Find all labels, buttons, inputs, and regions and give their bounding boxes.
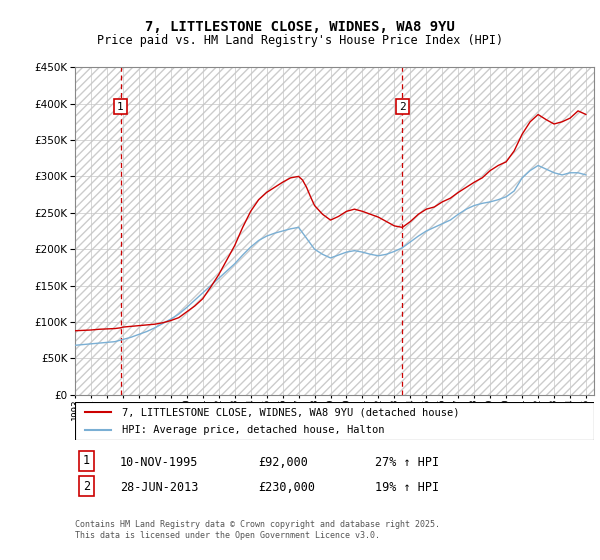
Text: 27% ↑ HPI: 27% ↑ HPI	[375, 455, 439, 469]
Text: 19% ↑ HPI: 19% ↑ HPI	[375, 480, 439, 494]
Text: 7, LITTLESTONE CLOSE, WIDNES, WA8 9YU (detached house): 7, LITTLESTONE CLOSE, WIDNES, WA8 9YU (d…	[122, 407, 459, 417]
Text: £230,000: £230,000	[258, 480, 315, 494]
Text: 7, LITTLESTONE CLOSE, WIDNES, WA8 9YU: 7, LITTLESTONE CLOSE, WIDNES, WA8 9YU	[145, 20, 455, 34]
Text: 10-NOV-1995: 10-NOV-1995	[120, 455, 199, 469]
Text: 2: 2	[399, 101, 406, 111]
Text: £92,000: £92,000	[258, 455, 308, 469]
Text: 1: 1	[83, 454, 90, 468]
Text: HPI: Average price, detached house, Halton: HPI: Average price, detached house, Halt…	[122, 425, 384, 435]
Text: Price paid vs. HM Land Registry's House Price Index (HPI): Price paid vs. HM Land Registry's House …	[97, 34, 503, 47]
Text: Contains HM Land Registry data © Crown copyright and database right 2025.
This d: Contains HM Land Registry data © Crown c…	[75, 520, 440, 540]
Text: 2: 2	[83, 479, 90, 493]
Text: 1: 1	[117, 101, 124, 111]
Text: 28-JUN-2013: 28-JUN-2013	[120, 480, 199, 494]
